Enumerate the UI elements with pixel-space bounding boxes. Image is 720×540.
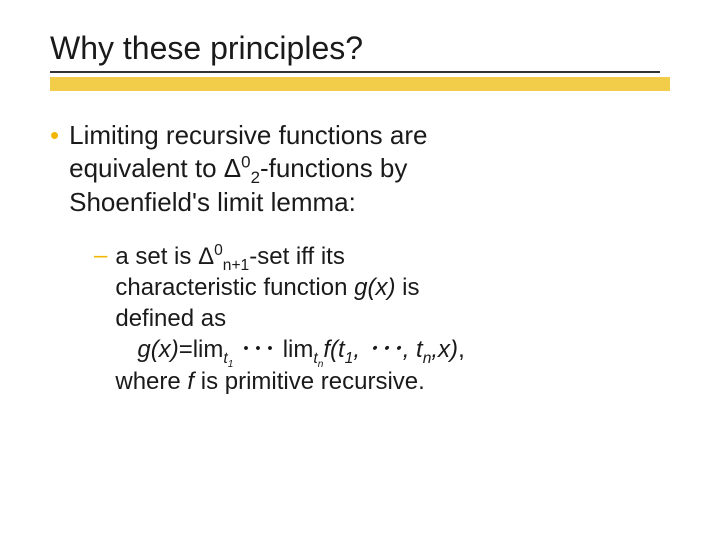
title-underline — [50, 71, 670, 93]
bullet-delta: Δ — [224, 153, 241, 183]
sub-bullet-item: – a set is Δ0n+1-set iff its characteris… — [94, 241, 670, 397]
f-comma: , — [458, 336, 465, 363]
f-end: ,x) — [431, 336, 458, 363]
f-dots1: ･･･ — [240, 336, 283, 363]
sub-l1-pre: a set is — [115, 243, 198, 270]
bullet-item: • Limiting recursive functions are equiv… — [50, 119, 670, 219]
bullet-marker: • — [50, 119, 59, 151]
sub-delta: Δ — [198, 243, 214, 270]
sub-sup: 0 — [214, 242, 223, 259]
bullet-line2-post: -functions by — [260, 153, 407, 183]
sub-l3: defined as — [115, 305, 226, 332]
bullet-text: Limiting recursive functions are equival… — [69, 119, 427, 219]
f-lim2: lim — [283, 336, 314, 363]
f-mid: , ･･･, t — [353, 336, 422, 363]
sub-l1-post: -set iff its — [249, 243, 345, 270]
bullet-line3: Shoenfield's limit lemma: — [69, 187, 356, 217]
bullet-sub: 2 — [251, 168, 260, 187]
f-ft: f(t — [323, 336, 344, 363]
sub-l2-post: is — [395, 274, 419, 301]
sub-gx: g(x) — [354, 274, 395, 301]
f-eq: =lim — [179, 336, 224, 363]
bullet-line2-pre: equivalent to — [69, 153, 224, 183]
sub-sub: n+1 — [223, 257, 249, 274]
bullet-sup: 0 — [241, 153, 250, 172]
sub-bullet-marker: – — [94, 241, 107, 271]
sub-l5-post: is primitive recursive. — [194, 368, 425, 395]
f-t1: t1 — [223, 350, 233, 367]
underline-thick — [50, 77, 670, 91]
sub-bullet-text: a set is Δ0n+1-set iff its characteristi… — [115, 241, 464, 397]
sub-l2-pre: characteristic function — [115, 274, 354, 301]
underline-thin — [50, 71, 660, 73]
sub-l5-pre: where — [115, 368, 187, 395]
sub-formula: g(x)=limt1 ･･･ limtnf(t1, ･･･, tn,x) — [137, 334, 458, 365]
f-gx: g(x) — [137, 336, 178, 363]
slide-title: Why these principles? — [50, 30, 670, 67]
f-tn: tn — [313, 350, 323, 367]
bullet-line1: Limiting recursive functions are — [69, 120, 427, 150]
